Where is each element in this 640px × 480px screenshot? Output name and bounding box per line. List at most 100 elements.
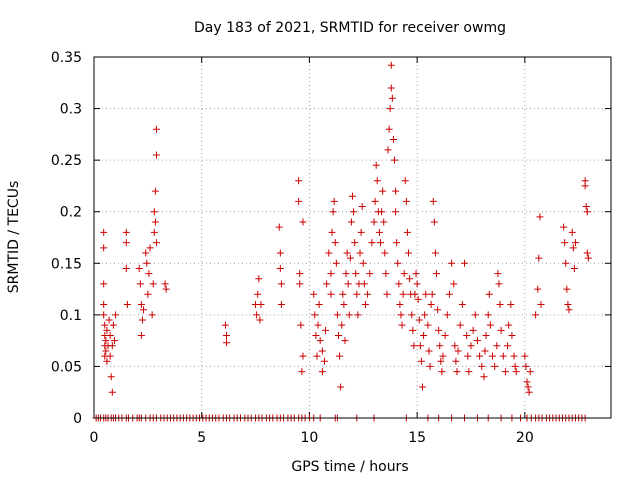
data-point <box>396 301 404 309</box>
data-point <box>486 321 494 329</box>
data-point <box>102 337 110 345</box>
data-point <box>100 311 108 319</box>
data-point <box>322 326 330 334</box>
data-point <box>568 228 576 236</box>
data-point <box>450 280 458 288</box>
data-point <box>430 218 438 226</box>
data-point <box>397 311 405 319</box>
data-point <box>395 280 403 288</box>
data-point <box>484 311 492 319</box>
data-point <box>221 321 229 329</box>
data-point <box>327 270 335 278</box>
data-point <box>431 249 439 257</box>
data-point <box>108 388 116 396</box>
data-point <box>257 301 265 309</box>
x-axis-label: GPS time / hours <box>291 459 408 475</box>
data-point <box>561 239 569 247</box>
data-point <box>426 362 434 370</box>
data-point <box>106 352 114 360</box>
data-point <box>358 203 366 211</box>
data-point <box>356 249 364 257</box>
data-point <box>387 61 395 69</box>
data-point <box>388 94 396 102</box>
data-point <box>536 213 544 221</box>
data-point <box>476 352 484 360</box>
y-tick-label: 0 <box>73 411 82 427</box>
data-point <box>408 311 416 319</box>
data-point <box>489 352 497 360</box>
data-point <box>382 270 390 278</box>
data-point <box>137 331 145 339</box>
data-point <box>562 259 570 267</box>
data-point <box>299 218 307 226</box>
data-point <box>399 290 407 298</box>
grid-lines <box>94 57 611 418</box>
data-point <box>296 270 304 278</box>
data-point <box>524 383 532 391</box>
data-point <box>452 357 460 365</box>
data-point <box>143 259 151 267</box>
data-point <box>152 125 160 133</box>
data-point <box>361 301 369 309</box>
data-point <box>377 239 385 247</box>
data-point <box>523 378 531 386</box>
data-point <box>253 311 261 319</box>
data-point <box>330 197 338 205</box>
data-point <box>152 239 160 247</box>
data-point <box>482 331 490 339</box>
data-point <box>347 218 355 226</box>
data-point <box>371 197 379 205</box>
data-point <box>299 352 307 360</box>
data-point <box>318 368 326 376</box>
data-point <box>393 239 401 247</box>
x-tick-label: 10 <box>301 430 319 446</box>
data-point <box>222 339 230 347</box>
data-point <box>398 321 406 329</box>
data-point <box>401 177 409 185</box>
data-point <box>276 249 284 257</box>
data-point <box>507 301 515 309</box>
data-point <box>501 368 509 376</box>
data-point <box>469 326 477 334</box>
y-tick-label: 0.2 <box>60 205 82 221</box>
data-point <box>437 357 445 365</box>
data-point <box>296 280 304 288</box>
x-tick-label: 20 <box>516 430 534 446</box>
data-point <box>311 311 319 319</box>
data-point <box>425 347 433 355</box>
data-point <box>410 342 418 350</box>
data-point <box>508 331 516 339</box>
data-point <box>480 373 488 381</box>
data-point <box>429 197 437 205</box>
data-point <box>123 301 131 309</box>
data-point <box>277 301 285 309</box>
data-point <box>349 192 356 200</box>
data-point <box>438 368 446 376</box>
data-point <box>391 156 399 164</box>
data-point <box>443 311 451 319</box>
data-point <box>373 177 381 185</box>
data-point <box>385 125 393 133</box>
data-point <box>511 362 519 370</box>
data-point <box>414 295 422 303</box>
data-point <box>338 321 346 329</box>
data-point <box>298 368 306 376</box>
data-point <box>103 326 111 334</box>
data-point <box>405 249 413 257</box>
data-point <box>341 337 349 345</box>
data-point <box>435 326 443 334</box>
data-point <box>151 187 159 195</box>
data-point <box>581 182 589 190</box>
data-point <box>122 264 130 272</box>
data-point <box>344 280 352 288</box>
data-point <box>149 280 157 288</box>
data-point <box>297 321 305 329</box>
data-point <box>419 383 427 391</box>
data-point <box>381 249 389 257</box>
y-tick-label: 0.1 <box>60 308 82 324</box>
data-point <box>325 249 333 257</box>
data-point <box>144 290 152 298</box>
data-point <box>454 347 462 355</box>
chart-title: Day 183 of 2021, SRMTID for receiver owm… <box>194 20 506 36</box>
data-point <box>485 290 493 298</box>
